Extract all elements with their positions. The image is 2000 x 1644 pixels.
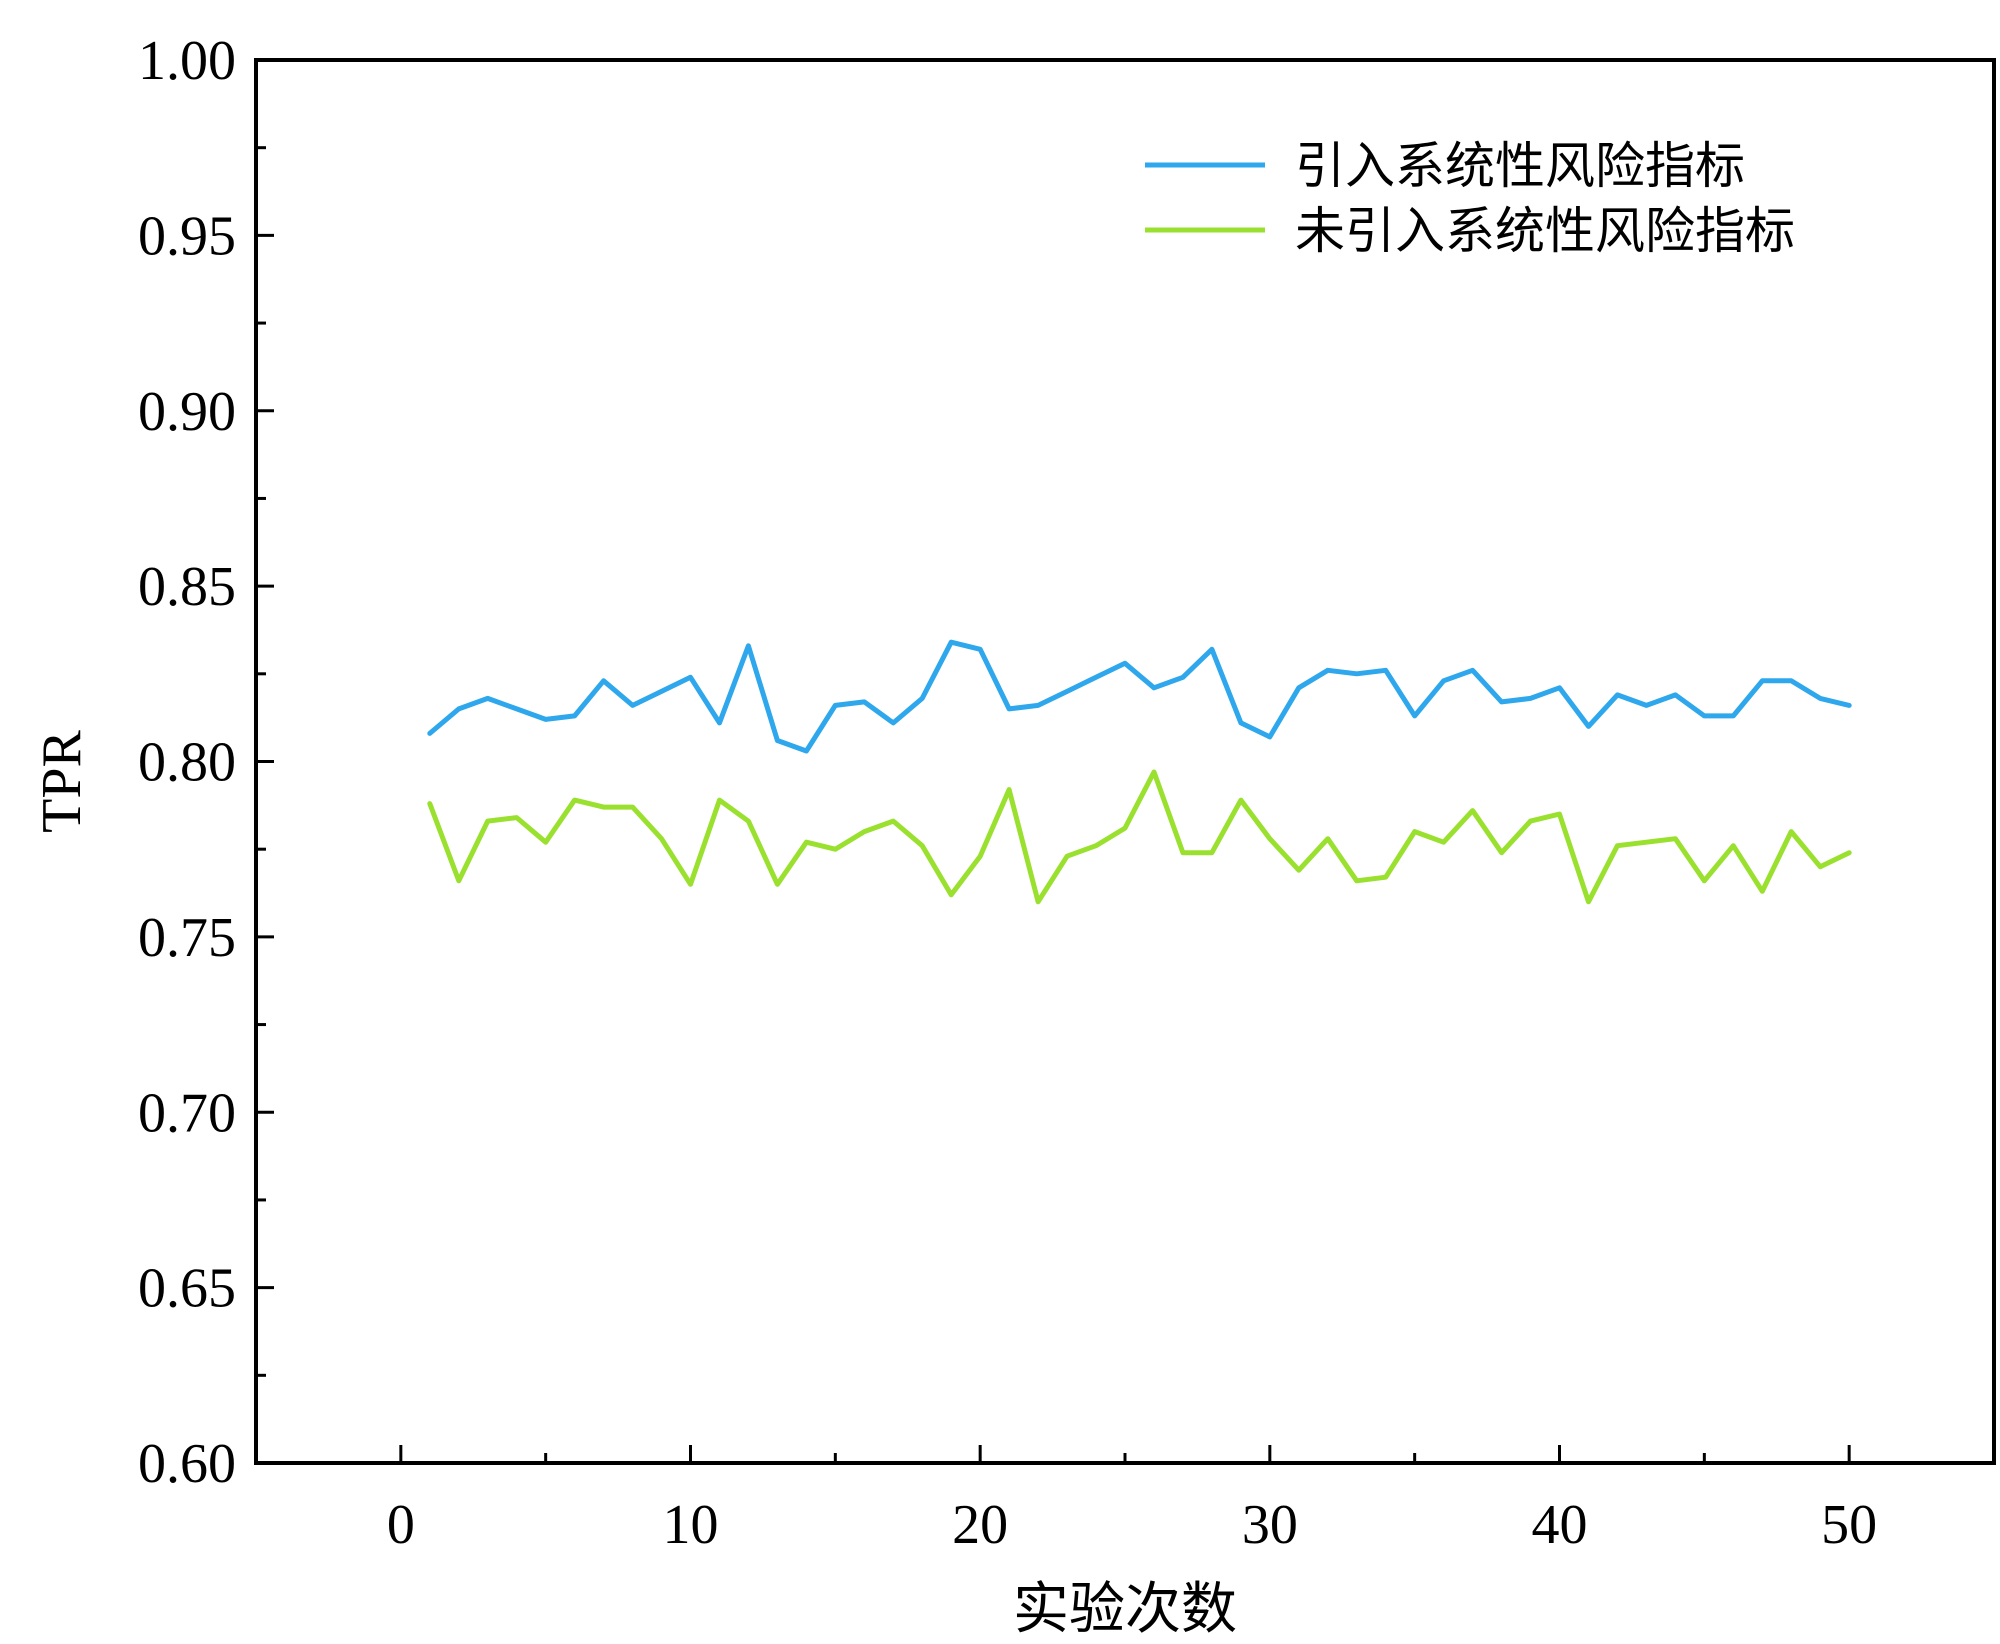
y-tick-label: 0.75 xyxy=(138,907,236,969)
y-tick-label: 1.00 xyxy=(138,30,236,92)
axis-layer: 0.60 0.65 0.70 0.75 0.80 0.85 0.90 0.95 1.00 0 10 2… xyxy=(138,30,1877,1556)
series-line-without-indicator xyxy=(427,769,1852,905)
series-line-with-indicator xyxy=(427,639,1852,754)
x-tick-label: 20 xyxy=(952,1494,1008,1556)
x-axis-title: 实验次数 xyxy=(1013,1577,1237,1642)
series-layer xyxy=(427,639,1852,905)
y-tick-label: 0.80 xyxy=(138,732,236,794)
y-tick-label: 0.95 xyxy=(138,205,236,267)
y-tick-label: 0.65 xyxy=(138,1258,236,1320)
y-tick-label: 0.85 xyxy=(138,556,236,618)
legend-label-with-indicator: 引入系统性风险指标 xyxy=(1295,137,1745,195)
legend-label-without-indicator: 未引入系统性风险指标 xyxy=(1295,202,1795,260)
y-tick-label: 0.90 xyxy=(138,381,236,443)
x-tick-label: 10 xyxy=(663,1494,719,1556)
x-tick-label: 0 xyxy=(387,1494,415,1556)
y-axis-title: TPR xyxy=(31,730,93,833)
y-tick-label: 0.60 xyxy=(138,1433,236,1495)
y-tick-label: 0.70 xyxy=(138,1082,236,1144)
legend: 引入系统性风险指标 未引入系统性风险指标 xyxy=(1145,137,1795,260)
x-tick-label: 50 xyxy=(1821,1494,1877,1556)
x-tick-label: 40 xyxy=(1532,1494,1588,1556)
x-tick-label: 30 xyxy=(1242,1494,1298,1556)
